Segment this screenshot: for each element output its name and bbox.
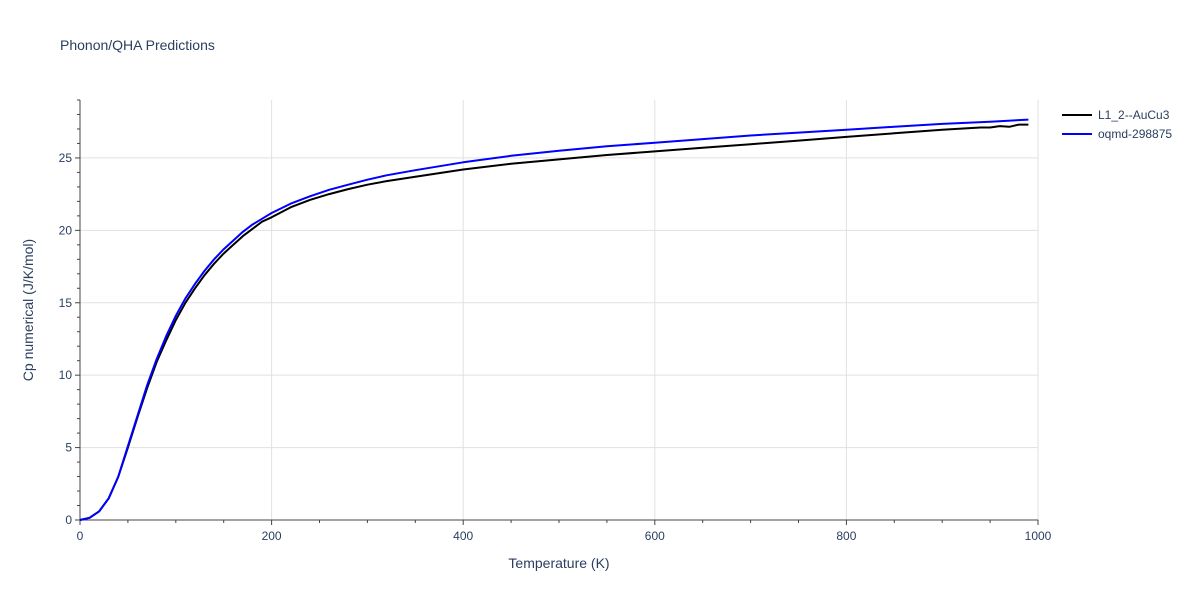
- legend[interactable]: L1_2--AuCu3 oqmd-298875: [1062, 108, 1172, 141]
- y-tick-label: 5: [65, 441, 72, 455]
- x-tick-label: 0: [77, 529, 84, 543]
- x-axis-title: Temperature (K): [508, 555, 609, 571]
- x-tick-label: 400: [453, 529, 473, 543]
- y-tick-label: 0: [65, 513, 72, 527]
- legend-label: L1_2--AuCu3: [1098, 108, 1170, 122]
- grid: [80, 100, 1039, 520]
- legend-label: oqmd-298875: [1098, 127, 1172, 141]
- chart-title: Phonon/QHA Predictions: [60, 37, 215, 53]
- x-tick-label: 1000: [1025, 529, 1052, 543]
- y-tick-label: 20: [59, 223, 73, 237]
- series-line-2: [79, 118, 1029, 521]
- series-line-1: [79, 123, 1029, 521]
- y-tick-label: 25: [59, 151, 73, 165]
- axes: 0 200 400 600 800 1000 0 5 10 15 20 25: [59, 99, 1052, 543]
- legend-item[interactable]: L1_2--AuCu3: [1062, 108, 1170, 122]
- y-tick-label: 15: [59, 296, 73, 310]
- x-tick-label: 600: [645, 529, 665, 543]
- y-tick-label: 10: [59, 368, 73, 382]
- x-tick-label: 800: [836, 529, 856, 543]
- series-lines: [79, 118, 1029, 521]
- y-axis-title: Cp numerical (J/K/mol): [20, 239, 36, 381]
- legend-item[interactable]: oqmd-298875: [1062, 127, 1172, 141]
- x-tick-label: 200: [262, 529, 282, 543]
